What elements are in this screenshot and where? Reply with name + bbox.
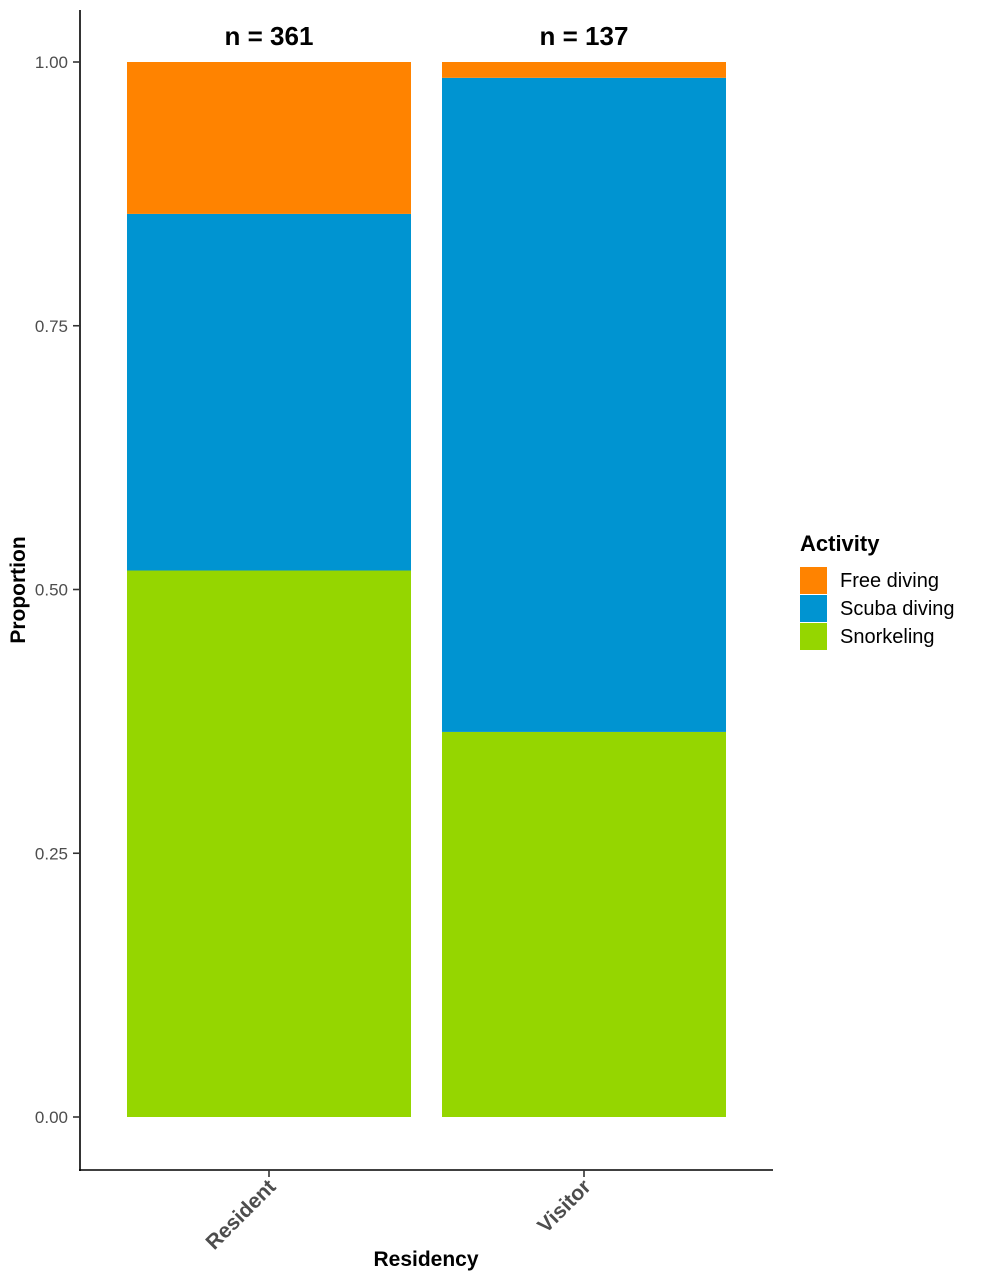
x-tick-label: Resident — [202, 1175, 281, 1254]
y-tick-label: 0.50 — [35, 581, 68, 600]
x-axis: Resident Visitor — [79, 1169, 773, 1254]
y-tick-label: 0.00 — [35, 1108, 68, 1127]
y-tick-label: 0.25 — [35, 844, 68, 863]
x-tick-label: Visitor — [533, 1175, 595, 1237]
count-label: n = 137 — [540, 21, 629, 51]
legend-title: Activity — [800, 531, 880, 556]
bar-visitor-snorkeling — [442, 731, 726, 1117]
legend: Activity Free diving Scuba diving Snorkeli… — [800, 531, 955, 650]
annotations-group: n = 361 n = 137 — [225, 21, 629, 51]
legend-label: Snorkeling — [840, 626, 935, 648]
bar-resident-snorkeling — [127, 570, 411, 1117]
legend-label: Scuba diving — [840, 598, 955, 620]
legend-swatch — [800, 595, 827, 622]
y-axis: 0.00 0.25 0.50 0.75 1.00 — [35, 10, 81, 1171]
y-tick-label: 0.75 — [35, 317, 68, 336]
count-label: n = 361 — [225, 21, 314, 51]
legend-label: Free diving — [840, 570, 939, 592]
bar-resident-scuba-diving — [127, 213, 411, 571]
bar-visitor-scuba-diving — [442, 77, 726, 732]
legend-swatch — [800, 623, 827, 650]
bar-resident-free-diving — [127, 62, 411, 214]
x-axis-title: Residency — [373, 1248, 478, 1271]
bars-group — [127, 62, 726, 1117]
y-axis-title: Proportion — [7, 536, 30, 643]
y-tick-label: 1.00 — [35, 53, 68, 72]
legend-swatch — [800, 567, 827, 594]
bar-visitor-free-diving — [442, 62, 726, 78]
